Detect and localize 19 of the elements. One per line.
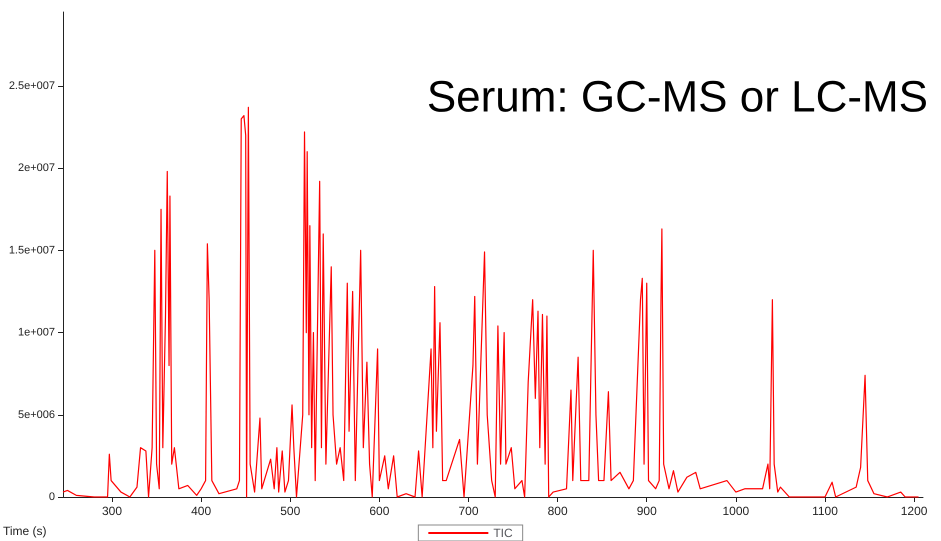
x-tick-label: 700 bbox=[458, 504, 479, 518]
y-tick-label: 2e+007 bbox=[18, 162, 55, 174]
x-tick-label: 900 bbox=[636, 504, 658, 518]
x-tick-label: 400 bbox=[191, 504, 212, 518]
x-tick-label: 600 bbox=[369, 504, 390, 518]
y-tick-label: 1e+007 bbox=[18, 326, 55, 339]
x-tick-label: 800 bbox=[548, 504, 568, 518]
x-tick-label: 1200 bbox=[900, 504, 928, 518]
x-tick-label: 1000 bbox=[722, 504, 750, 518]
x-tick-label: 1100 bbox=[812, 504, 838, 518]
y-tick-label: 1.5e+007 bbox=[8, 244, 55, 256]
text: Serum: GC-MS or LC-MS bbox=[426, 72, 928, 122]
legend-label: TIC bbox=[493, 526, 513, 540]
y-tick-label: 0 bbox=[48, 491, 55, 503]
y-tick-label: 5e+006 bbox=[18, 408, 55, 421]
x-axis-title: Time (s) bbox=[3, 524, 47, 538]
x-tick-label: 500 bbox=[280, 504, 301, 518]
x-tick-label: 300 bbox=[102, 504, 122, 518]
y-tick-label: 2.5e+007 bbox=[8, 80, 55, 92]
